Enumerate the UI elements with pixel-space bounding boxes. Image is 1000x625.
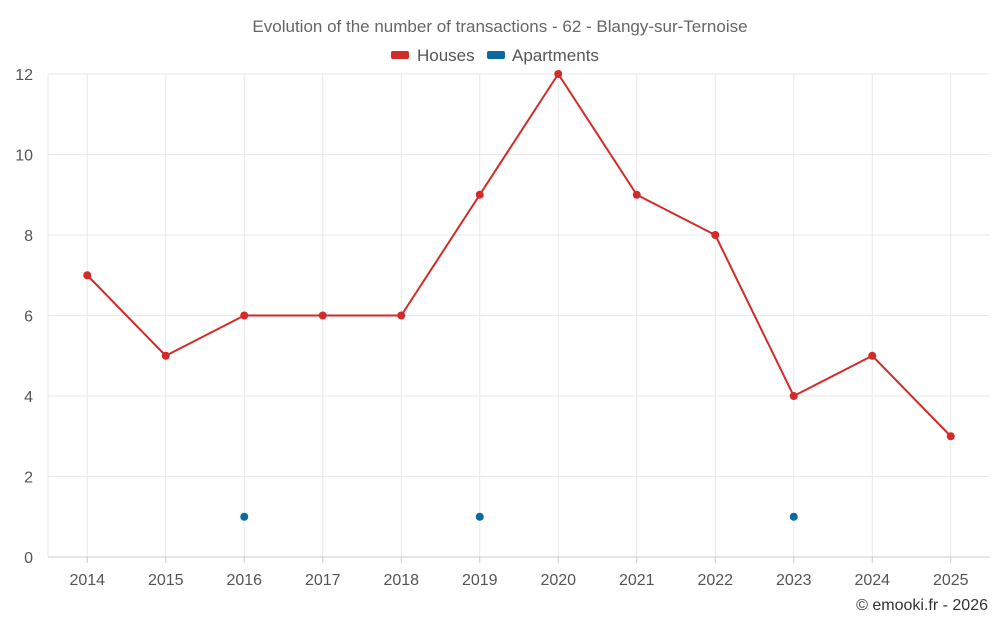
- y-tick-label: 12: [15, 67, 33, 84]
- x-tick-label: 2020: [540, 572, 576, 589]
- y-tick-label: 4: [24, 389, 33, 406]
- y-tick-label: 6: [24, 309, 33, 326]
- data-point-houses-2018[interactable]: [397, 311, 406, 320]
- x-tick-label: 2022: [697, 572, 733, 589]
- y-tick-label: 8: [24, 228, 33, 245]
- x-tick-label: 2017: [305, 572, 341, 589]
- legend-label-houses: Houses: [417, 46, 475, 65]
- data-point-houses-2017[interactable]: [318, 311, 327, 320]
- y-tick-label: 0: [24, 550, 33, 567]
- legend-label-apartments: Apartments: [512, 46, 599, 65]
- series-line-houses: [86, 73, 952, 437]
- data-point-houses-2023[interactable]: [789, 392, 798, 400]
- footer-credit: © emooki.fr - 2026: [856, 597, 988, 614]
- x-tick-label: 2023: [776, 572, 812, 589]
- data-point-apartments-2016[interactable]: [240, 512, 249, 521]
- legend-item-houses[interactable]: Houses: [391, 46, 475, 65]
- data-point-houses-2016[interactable]: [240, 311, 249, 320]
- data-point-houses-2024[interactable]: [868, 351, 877, 360]
- legend: Houses Apartments: [391, 46, 599, 65]
- legend-swatch-houses: [391, 51, 409, 59]
- x-tick-label: 2024: [854, 572, 890, 589]
- data-point-apartments-2019[interactable]: [475, 512, 484, 521]
- data-point-houses-2025[interactable]: [946, 432, 955, 441]
- data-point-houses-2021[interactable]: [632, 190, 641, 199]
- chart-title: Evolution of the number of transactions …: [252, 17, 747, 36]
- gridlines: [48, 73, 990, 557]
- axes: 0 2 4 6 8 10 12 2014 2015 2016 2017 2018 2019 2020 202…: [15, 67, 990, 589]
- y-tick-label: 10: [15, 148, 33, 165]
- legend-swatch-apartments: [487, 51, 505, 59]
- series-houses: [83, 70, 955, 441]
- x-tick-label: 2025: [933, 572, 969, 589]
- y-tick-label: 2: [24, 470, 33, 487]
- x-tick-label: 2016: [226, 572, 262, 589]
- x-tick-label: 2014: [69, 572, 105, 589]
- data-point-houses-2015[interactable]: [161, 351, 170, 360]
- data-point-houses-2022[interactable]: [711, 231, 720, 239]
- series: [83, 70, 955, 521]
- legend-item-apartments[interactable]: Apartments: [487, 46, 599, 65]
- series-apartments: [240, 512, 798, 521]
- x-tick-label: 2019: [462, 572, 498, 589]
- data-point-houses-2014[interactable]: [83, 271, 92, 280]
- data-point-apartments-2023[interactable]: [789, 512, 798, 521]
- x-tick-label: 2021: [619, 572, 655, 589]
- data-point-houses-2020[interactable]: [554, 70, 563, 78]
- x-tick-label: 2018: [383, 572, 419, 589]
- x-tick-label: 2015: [148, 572, 184, 589]
- data-point-houses-2019[interactable]: [475, 190, 484, 199]
